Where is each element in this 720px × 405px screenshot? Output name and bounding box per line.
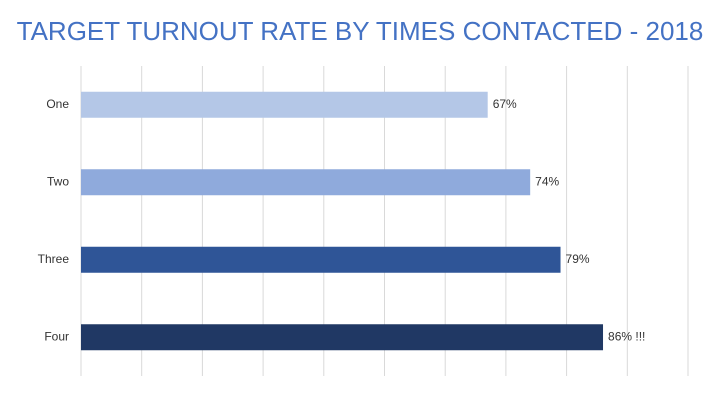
bar <box>81 169 531 196</box>
chart-title: TARGET TURNOUT RATE BY TIMES CONTACTED -… <box>17 16 704 46</box>
y-tick-label: Three <box>38 252 70 266</box>
value-label: 79% <box>566 252 590 266</box>
bar <box>81 246 561 273</box>
value-label: 74% <box>535 174 559 188</box>
y-tick-label: Two <box>47 174 69 188</box>
y-tick-label: One <box>46 97 69 111</box>
bar <box>81 91 488 118</box>
value-label: 86% !!! <box>608 329 645 343</box>
bar <box>81 324 604 351</box>
value-label: 67% <box>493 97 517 111</box>
y-tick-label: Four <box>44 329 69 343</box>
